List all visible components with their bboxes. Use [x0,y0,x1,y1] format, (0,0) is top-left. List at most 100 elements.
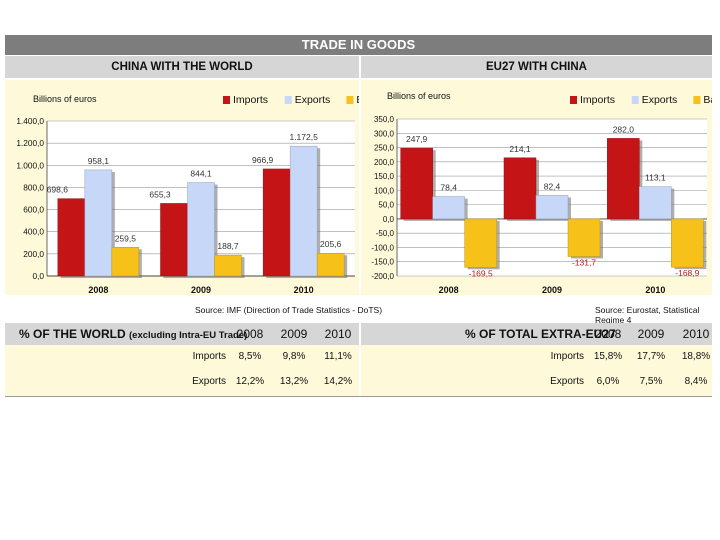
data-label: 82,4 [544,181,561,191]
bar-balance-2010 [316,252,345,277]
data-label: 113,1 [645,173,666,183]
table-year: 2010 [682,327,710,341]
bar-exports-2010 [639,186,672,220]
table-cell: 18,8% [681,351,711,362]
y-tick-label: 1.000,0 [16,160,44,170]
x-tick-label: 2008 [439,285,459,295]
page-title: TRADE IN GOODS [5,35,712,55]
table-body-left: Imports 8,5% 9,8% 11,1% Exports 12,2% 13… [5,345,359,396]
data-label: 844,1 [190,169,212,179]
table-year: 2010 [324,327,352,341]
y-tick-label: 400,0 [23,227,44,237]
data-label: -169,5 [469,268,493,278]
y-tick-label: 1.200,0 [16,138,44,148]
y-tick-label: -100,0 [371,243,394,252]
bar-imports-2009 [503,157,537,220]
bar-balance-2010 [671,218,704,268]
legend-swatch-imports [223,96,230,104]
y-tick-label: 100,0 [374,186,395,195]
bar-exports-2010 [289,145,318,277]
table-cell: 15,8% [593,351,623,362]
y-tick-label: 350,0 [374,115,395,124]
row-label: Exports [550,376,584,387]
data-label: -168,9 [675,268,699,278]
y-tick-label: -150,0 [371,258,394,267]
right-subtitle: EU27 WITH CHINA [361,56,712,78]
table-header-left: % OF THE WORLD (excluding Intra-EU Trade… [5,323,359,345]
data-label: 698,6 [47,185,69,195]
y-tick-label: -200,0 [371,272,394,281]
table-cell: 14,2% [323,376,353,387]
x-tick-label: 2009 [191,285,211,295]
table-row: Exports 6,0% 7,5% 8,4% [361,372,712,392]
legend-label-balance: Balance [356,94,359,106]
bar-balance-2009 [567,218,601,257]
legend-swatch-balance [693,96,701,104]
legend-label-balance: Balance [703,94,712,106]
bottom-divider [5,396,712,397]
left-subtitle: CHINA WITH THE WORLD [5,56,359,78]
table-year: 2009 [637,327,665,341]
source-note-right: Source: Eurostat, Statistical Regime 4 [595,305,700,325]
table-cell: 17,7% [636,351,666,362]
table-year: 2008 [236,327,264,341]
y-tick-label: 600,0 [23,205,44,215]
bar-imports-2009 [160,203,188,277]
y-axis-label: Billions of euros [33,94,97,104]
y-tick-label: 200,0 [374,158,395,167]
table-row: Imports 8,5% 9,8% 11,1% [5,347,359,367]
legend-label-exports: Exports [295,94,331,106]
legend-label-exports: Exports [642,94,678,106]
y-tick-label: 1.400,0 [16,116,44,126]
legend-swatch-imports [570,96,577,104]
row-label: Imports [550,351,584,362]
y-tick-label: -50,0 [376,229,395,238]
chart-eu27-china: -200,0 -150,0 -100,0 -50,0 0,0 50,0 100,0 150,0… [371,91,712,295]
bar-imports-2010 [607,138,640,220]
table-year: 2009 [280,327,308,341]
legend-label-imports: Imports [580,94,615,106]
bar-exports-2008 [84,169,113,277]
data-label: 205,6 [320,239,342,249]
x-tick-label: 2010 [645,285,665,295]
bar-imports-2008 [400,147,433,220]
table-cell: 11,1% [324,351,352,362]
y-tick-label: 800,0 [23,182,44,192]
chart-panel-china-world: 0,0 200,0 400,0 600,0 800,0 1.000,0 1.200,0 1.4… [5,80,359,295]
y-tick-label: 150,0 [374,172,395,181]
table-cell: 7,5% [639,376,663,387]
data-label: 259,5 [115,233,137,243]
chart-panel-eu27-china: -200,0 -150,0 -100,0 -50,0 0,0 50,0 100,0 150,0… [361,80,712,295]
table-cell: 9,8% [282,351,306,362]
data-label: 78,4 [440,183,457,193]
legend-swatch-exports [284,96,292,104]
table-cell: 12,2% [235,376,265,387]
bar-exports-2009 [535,195,569,220]
table-header-label: % OF THE WORLD (excluding Intra-EU Trade… [19,327,248,341]
y-tick-label: 250,0 [374,144,395,153]
legend-label-imports: Imports [233,94,268,106]
y-tick-label: 200,0 [23,249,44,259]
table-row: Imports 15,8% 17,7% 18,8% [361,347,712,367]
y-axis-label: Billions of euros [387,91,451,101]
table-header-right: % OF TOTAL EXTRA-EU27 2008 2009 2010 [361,323,712,345]
legend-swatch-exports [631,96,639,104]
data-label: -131,7 [572,258,596,268]
data-label: 214,1 [509,144,531,154]
table-cell: 8,4% [684,376,708,387]
x-tick-label: 2010 [294,285,314,295]
row-label: Exports [192,376,226,387]
bar-exports-2009 [187,182,215,277]
bar-balance-2008 [464,218,497,268]
y-tick-label: 50,0 [378,201,394,210]
bar-imports-2008 [57,198,86,277]
data-label: 958,1 [88,156,110,166]
table-year: 2008 [594,327,622,341]
y-tick-label: 300,0 [374,129,395,138]
bar-exports-2008 [432,196,465,220]
data-label: 966,9 [252,155,274,165]
table-row: Exports 12,2% 13,2% 14,2% [5,372,359,392]
data-label: 282,0 [613,124,635,134]
table-body-right: Imports 15,8% 17,7% 18,8% Exports 6,0% 7… [361,345,712,396]
source-note-left: Source: IMF (Direction of Trade Statisti… [195,305,383,315]
